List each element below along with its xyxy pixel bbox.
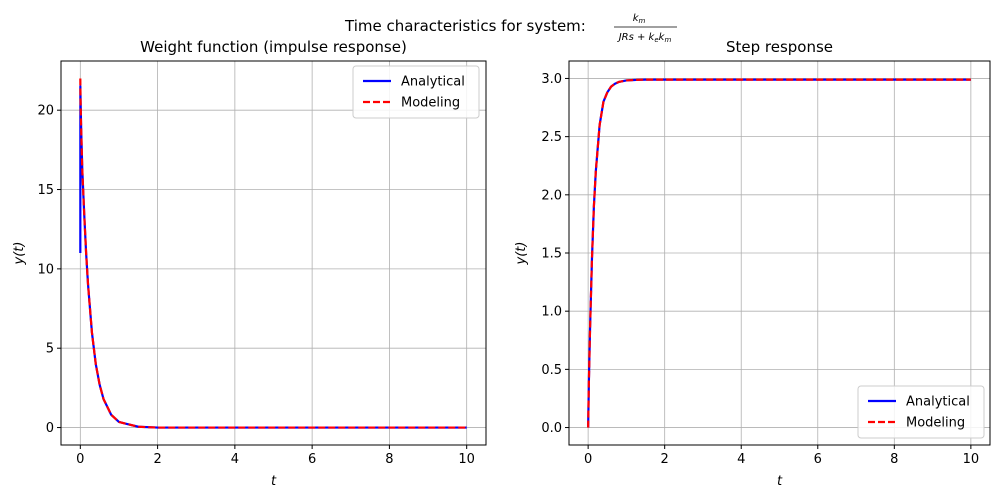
- y-tick-label: 10: [37, 262, 54, 277]
- y-tick-label: 1.5: [541, 247, 562, 262]
- y-tick-label: 2.5: [541, 130, 562, 145]
- y-axis-label: y(t): [12, 242, 27, 266]
- x-axis-label: t: [777, 474, 783, 489]
- x-tick-label: 4: [737, 452, 745, 467]
- x-tick-label: 8: [890, 452, 898, 467]
- suptitle-text: Time characteristics for system:: [344, 17, 586, 35]
- x-tick-label: 6: [308, 452, 316, 467]
- axes-title: Weight function (impulse response): [140, 38, 407, 56]
- y-tick-label: 0.0: [541, 421, 562, 436]
- x-tick-label: 4: [231, 452, 239, 467]
- series-line-modeling: [587, 78, 971, 428]
- legend-label-analytical: Analytical: [401, 75, 465, 90]
- axes-frame: [60, 60, 487, 446]
- x-tick-label: 0: [584, 452, 592, 467]
- y-tick-label: 20: [37, 104, 54, 119]
- series-line-modeling: [79, 78, 467, 429]
- x-axis-label: t: [271, 474, 277, 489]
- x-tick-label: 0: [76, 452, 84, 467]
- y-tick-label: 1.0: [541, 305, 562, 320]
- legend-box: [857, 385, 985, 439]
- y-tick-label: 0: [46, 421, 54, 436]
- y-axis-label: y(t): [514, 242, 529, 266]
- y-tick-label: 2.0: [541, 188, 562, 203]
- y-tick-label: 3.0: [541, 72, 562, 87]
- legend-box: [352, 65, 480, 119]
- figure-suptitle: Time characteristics for system: km JRs …: [344, 13, 677, 44]
- tf-numerator: km: [633, 13, 646, 25]
- grid-lines: [569, 61, 990, 445]
- legend-label-modeling: Modeling: [401, 96, 460, 111]
- transfer-function: km JRs + kekm: [614, 13, 677, 44]
- y-tick-label: 5: [46, 342, 54, 357]
- x-tick-label: 2: [661, 452, 669, 467]
- legend: Analytical Modeling: [857, 385, 985, 439]
- step-response-axes: 0 2 4 6 8 10 0.0 0.5 1.0 1.5 2.0 2.5 3.0 Step respons…: [514, 38, 991, 489]
- legend-label-analytical: Analytical: [906, 395, 970, 410]
- y-tick-label: 0.5: [541, 363, 562, 378]
- legend-label-modeling: Modeling: [906, 416, 965, 431]
- x-tick-label: 10: [963, 452, 980, 467]
- tf-denominator: JRs + kekm: [617, 32, 672, 44]
- legend: Analytical Modeling: [352, 65, 480, 119]
- x-tick-label: 2: [153, 452, 161, 467]
- impulse-response-axes: 0 2 4 6 8 10 0 5 10 15 20 Weight function (impulse …: [12, 38, 487, 489]
- axes-title: Step response: [726, 38, 833, 56]
- x-tick-label: 6: [814, 452, 822, 467]
- y-tick-label: 15: [37, 183, 54, 198]
- x-tick-label: 10: [458, 452, 475, 467]
- x-tick-label: 8: [385, 452, 393, 467]
